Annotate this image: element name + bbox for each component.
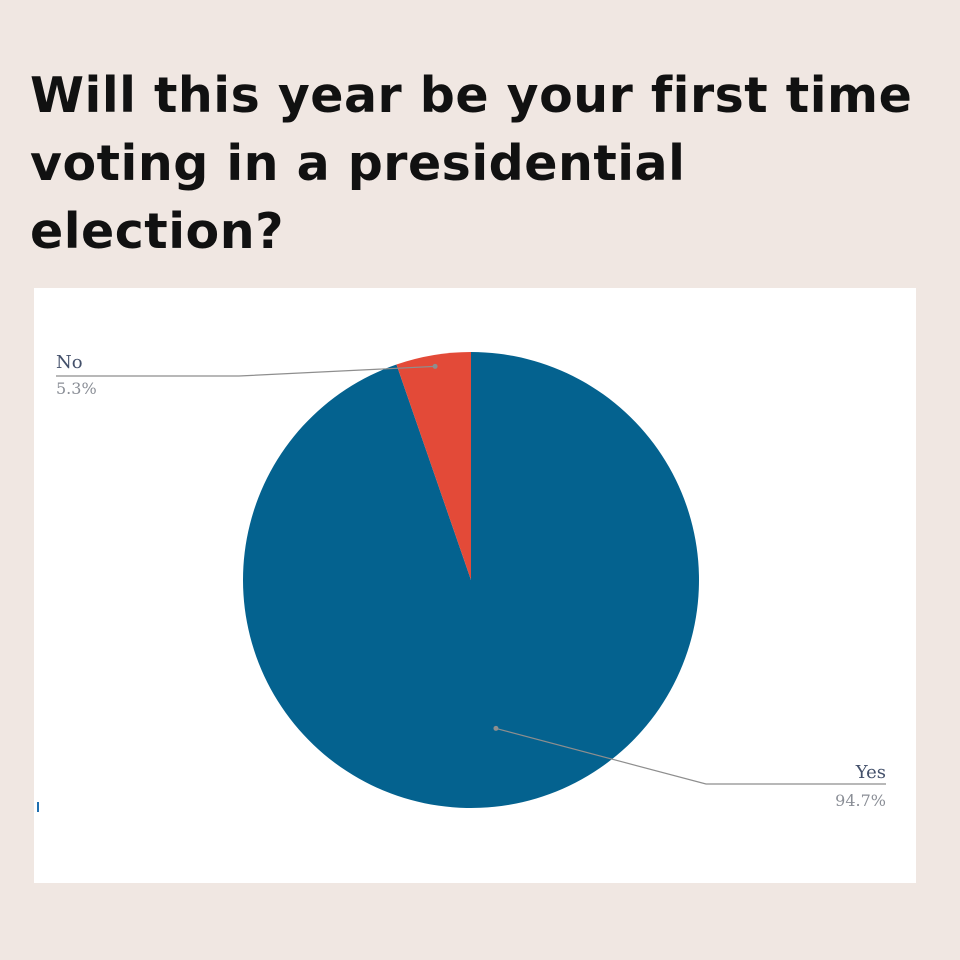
edge-mark: [37, 802, 39, 812]
leader-line-no: [56, 365, 436, 377]
leader-dot-yes: [493, 725, 499, 731]
question-title: Will this year be your first time voting…: [30, 67, 913, 260]
slice-value-yes: 94.7%: [835, 791, 886, 810]
pie-slice-no: [396, 352, 471, 580]
leader-dot-no: [432, 363, 438, 369]
leader-line-yes: [495, 727, 886, 785]
chart-card: Yes 94.7% No 5.3%: [34, 288, 916, 883]
slice-value-no: 5.3%: [56, 379, 97, 398]
pie-chart: Yes 94.7% No 5.3%: [56, 352, 886, 810]
slice-label-yes: Yes: [855, 762, 886, 783]
slice-label-no: No: [56, 352, 83, 373]
